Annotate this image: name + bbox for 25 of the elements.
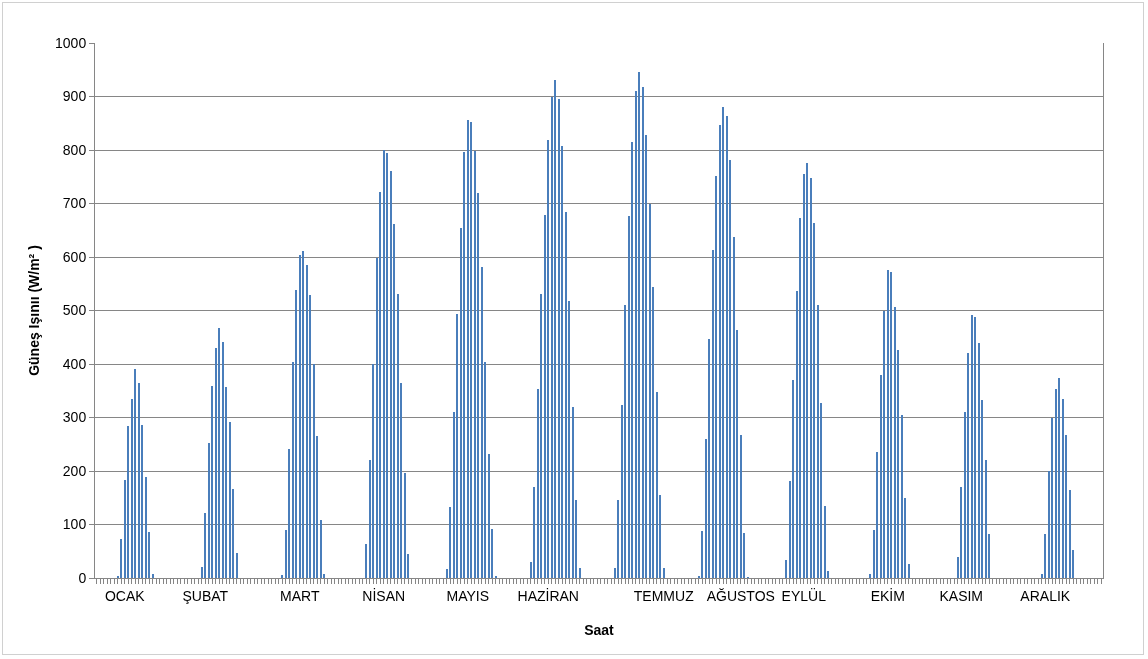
y-tick-label: 500 — [62, 302, 87, 319]
x-tick-label: KASIM — [939, 587, 984, 604]
y-tick-label: 700 — [62, 195, 87, 212]
y-tick-label: 100 — [62, 516, 87, 533]
y-tick-label: 400 — [62, 355, 87, 372]
y-tick-label: 800 — [62, 141, 87, 158]
y-tick-label: 600 — [62, 248, 87, 265]
x-tick-label: ŞUBAT — [182, 587, 229, 604]
x-tick-label: AĞUSTOS — [706, 587, 775, 604]
x-axis-title: Saat — [584, 622, 615, 639]
x-tick-label: EKİM — [870, 586, 905, 604]
x-tick-label: TEMMUZ — [633, 587, 695, 604]
y-tick-label: 0 — [78, 569, 87, 586]
x-tick-label: MART — [280, 587, 320, 604]
y-tick-label: 900 — [62, 88, 87, 105]
y-tick-label: 200 — [62, 462, 87, 479]
x-tick-label: EYLÜL — [781, 586, 827, 604]
x-tick-label: NİSAN — [362, 586, 406, 604]
y-tick-label: 300 — [62, 409, 87, 426]
x-tick-label: OCAK — [104, 587, 146, 604]
x-tick-label: HAZİRAN — [517, 586, 579, 604]
x-tick-label: ARALIK — [1020, 587, 1071, 604]
x-tick-label: MAYIS — [446, 587, 490, 604]
y-axis-title: Güneş Işınıı (W/m² ) — [25, 245, 42, 376]
y-tick-label: 1000 — [55, 34, 87, 51]
